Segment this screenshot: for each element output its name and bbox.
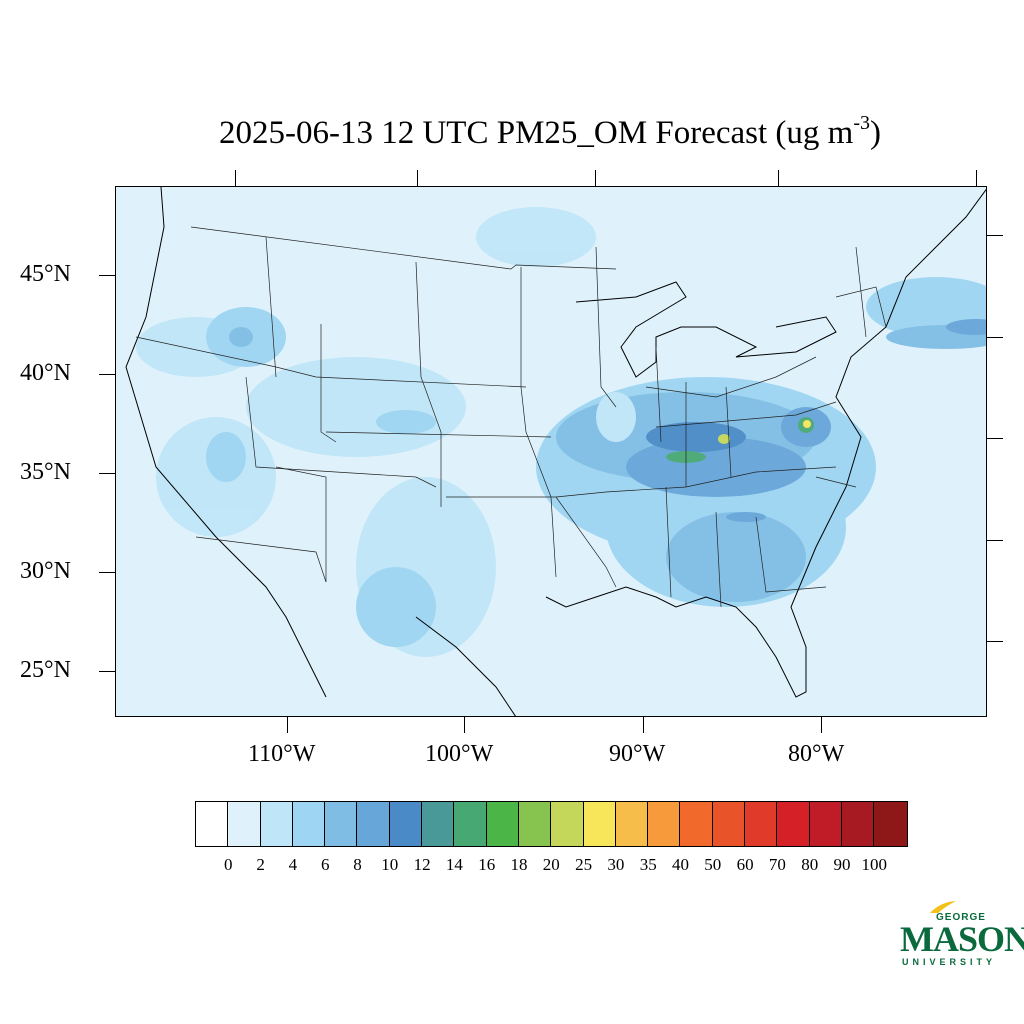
left-tick bbox=[99, 275, 115, 276]
top-tick bbox=[235, 170, 236, 186]
colorbar-swatch bbox=[777, 802, 810, 846]
colorbar-label: 8 bbox=[353, 855, 362, 874]
colorbar-swatch bbox=[680, 802, 713, 846]
colorbar-swatch bbox=[841, 802, 875, 846]
great-lakes bbox=[575, 281, 837, 378]
colorbar-swatch bbox=[551, 802, 584, 846]
colorbar-label: 25 bbox=[575, 855, 593, 874]
colorbar-swatch bbox=[874, 802, 907, 846]
top-tick bbox=[417, 170, 418, 186]
colorbar-swatch bbox=[292, 802, 326, 846]
colorbar-label: 50 bbox=[704, 855, 722, 874]
right-tick bbox=[987, 641, 1003, 642]
colorbar-label: 6 bbox=[320, 855, 330, 874]
colorbar-label: 80 bbox=[801, 855, 819, 874]
colorbar-swatch bbox=[389, 802, 423, 846]
colorbar-swatch bbox=[615, 802, 649, 846]
colorbar-swatch bbox=[454, 802, 487, 846]
colorbar-swatch bbox=[357, 802, 390, 846]
bottom-tick bbox=[464, 717, 465, 733]
lat-label-25: 25°N bbox=[20, 657, 71, 683]
title-main: 2025-06-13 12 UTC PM25_OM Forecast (ug m bbox=[219, 115, 854, 151]
colorbar-label: 2 bbox=[256, 855, 265, 874]
colorbar-swatch bbox=[486, 802, 519, 846]
colorbar-swatch bbox=[745, 802, 778, 846]
colorbar-label: 12 bbox=[413, 855, 431, 874]
gmu-logo: GEORGE MASON UNIVERSITY bbox=[900, 900, 1024, 970]
top-tick bbox=[976, 170, 977, 186]
colorbar-swatch bbox=[228, 802, 261, 846]
lat-label-30: 30°N bbox=[20, 558, 71, 584]
colorbar-swatch bbox=[260, 802, 293, 846]
map-canvas bbox=[125, 187, 986, 716]
colorbar-label: 100 bbox=[861, 855, 888, 874]
lon-label-80w: 80°W bbox=[788, 741, 845, 767]
bottom-tick bbox=[821, 717, 822, 733]
logo-top-text: GEORGE bbox=[936, 912, 986, 923]
coastline bbox=[125, 187, 986, 716]
colorbar-label: 14 bbox=[445, 855, 463, 874]
concentration-field bbox=[136, 207, 986, 657]
right-tick bbox=[987, 540, 1003, 541]
colorbar bbox=[195, 801, 908, 847]
bottom-tick bbox=[287, 717, 288, 733]
colorbar-swatch bbox=[325, 802, 358, 846]
left-tick bbox=[99, 572, 115, 573]
map-title: 2025-06-13 12 UTC PM25_OM Forecast (ug m… bbox=[0, 112, 1024, 152]
colorbar-label: 18 bbox=[510, 855, 528, 874]
title-close: ) bbox=[869, 115, 881, 151]
right-tick bbox=[987, 337, 1003, 338]
lat-label-35: 35°N bbox=[20, 459, 71, 485]
left-tick bbox=[99, 671, 115, 672]
colorbar-label: 40 bbox=[672, 855, 689, 874]
colorbar-label: 16 bbox=[478, 855, 496, 874]
colorbar-label: 70 bbox=[768, 855, 786, 874]
colorbar-swatch bbox=[422, 802, 455, 846]
logo-main-text: MASON bbox=[900, 919, 1024, 959]
right-tick bbox=[987, 438, 1003, 439]
lat-label-40: 40°N bbox=[20, 360, 71, 386]
top-tick bbox=[778, 170, 779, 186]
colorbar-swatch bbox=[518, 802, 552, 846]
left-tick bbox=[99, 473, 115, 474]
lat-label-45: 45°N bbox=[20, 261, 71, 287]
logo-bottom-text: UNIVERSITY bbox=[902, 957, 997, 967]
flame-icon bbox=[930, 901, 956, 913]
colorbar-label: 30 bbox=[607, 855, 625, 874]
colorbar-label: 0 bbox=[224, 855, 233, 874]
colorbar-swatch bbox=[196, 802, 229, 846]
colorbar-swatch bbox=[648, 802, 681, 846]
colorbar-swatch bbox=[809, 802, 842, 846]
colorbar-label: 60 bbox=[736, 855, 754, 874]
colorbar-label: 20 bbox=[542, 855, 560, 874]
left-tick bbox=[99, 374, 115, 375]
lon-label-110w: 110°W bbox=[248, 741, 316, 767]
lon-label-90w: 90°W bbox=[609, 741, 666, 767]
forecast-map[interactable] bbox=[115, 186, 987, 717]
title-exponent: -3 bbox=[853, 112, 870, 134]
colorbar-label: 10 bbox=[381, 855, 399, 874]
colorbar-label: 35 bbox=[639, 855, 657, 874]
bottom-tick bbox=[643, 717, 644, 733]
state-borders bbox=[135, 226, 887, 608]
lon-label-100w: 100°W bbox=[425, 741, 494, 767]
colorbar-label: 4 bbox=[288, 855, 298, 874]
colorbar-swatch bbox=[583, 802, 616, 846]
colorbar-swatch bbox=[712, 802, 746, 846]
top-tick bbox=[595, 170, 596, 186]
colorbar-label: 90 bbox=[833, 855, 851, 874]
right-tick bbox=[987, 235, 1003, 236]
